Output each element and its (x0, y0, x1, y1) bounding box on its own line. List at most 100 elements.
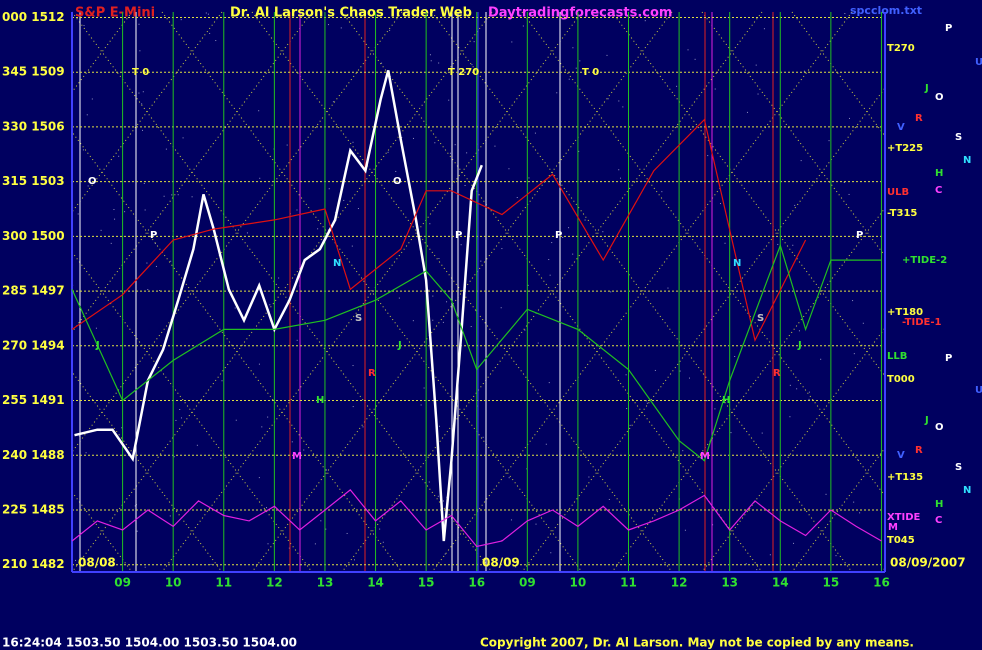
dot (401, 137, 403, 139)
level-label: T045 (887, 535, 915, 546)
dot (510, 519, 512, 521)
dot (746, 111, 748, 113)
dot (800, 160, 802, 162)
dot (182, 137, 184, 139)
planet-label: S (955, 132, 962, 143)
dot (511, 41, 513, 43)
dot (508, 477, 510, 479)
dot (259, 177, 261, 179)
date-label: 08/08 (78, 556, 116, 570)
dot (169, 515, 171, 517)
annotation: J (797, 340, 802, 351)
dot (500, 307, 502, 309)
x-tick-label: 12 (671, 576, 688, 590)
annotation: R (368, 368, 376, 379)
dot (95, 327, 97, 329)
y-tick-label: 225 1485 (2, 502, 65, 516)
annotation: R (773, 368, 781, 379)
dot (548, 259, 550, 261)
dot (78, 435, 80, 437)
dot (852, 300, 854, 302)
planet-label: N (963, 485, 971, 496)
diagonal (161, 11, 583, 573)
annotation: H (316, 395, 324, 406)
annotation: N (333, 258, 341, 269)
dot (568, 227, 570, 229)
y-tick-label: 315 1503 (2, 174, 65, 188)
dot (139, 50, 141, 52)
dot (442, 500, 444, 502)
annotation: T 270 (448, 67, 479, 78)
annotation: J (397, 340, 402, 351)
dot (207, 13, 209, 15)
dot (575, 67, 577, 69)
dot (138, 23, 140, 25)
x-tick-label: 16 (468, 576, 485, 590)
dot (684, 529, 686, 531)
y-tick-label: 300 1500 (2, 229, 65, 243)
dot (755, 64, 757, 66)
chart-subtitle: Dr. Al Larson's Chaos Trader Web (230, 6, 472, 21)
x-tick-label: 09 (114, 576, 131, 590)
dot (235, 419, 237, 421)
dot (438, 62, 440, 64)
level-label: +T135 (887, 472, 923, 483)
dot (644, 20, 646, 22)
dot (437, 495, 439, 497)
dot (95, 348, 97, 350)
dot (118, 155, 120, 157)
level-label: LLB (887, 351, 907, 362)
dot (429, 223, 431, 225)
quote-label: 16:24:04 1503.50 1504.00 1503.50 1504.00 (2, 636, 297, 650)
diagonal (341, 11, 763, 573)
dot (352, 141, 354, 143)
dot (859, 512, 861, 514)
dot (171, 194, 173, 196)
dot (604, 16, 606, 18)
dot (154, 243, 156, 245)
dot (146, 262, 148, 264)
planet-label: V (897, 450, 905, 461)
annotation: H (722, 395, 730, 406)
dot (77, 213, 79, 215)
dot (853, 353, 855, 355)
dot (464, 184, 466, 186)
diagonal (0, 11, 313, 429)
dot (588, 476, 590, 478)
dot (134, 505, 136, 507)
dot (246, 232, 248, 234)
dot (534, 132, 536, 134)
dot (387, 151, 389, 153)
dot (535, 523, 537, 525)
dot (85, 452, 87, 454)
dot (147, 289, 149, 291)
dot (121, 427, 123, 429)
planet-label: N (963, 155, 971, 166)
dot (654, 369, 656, 371)
x-tick-label: 10 (165, 576, 182, 590)
dot (473, 41, 475, 43)
dot (332, 101, 334, 103)
dot (221, 380, 223, 382)
dot (205, 12, 207, 14)
dot (144, 209, 146, 211)
copyright: Copyright 2007, Dr. Al Larson. May not b… (480, 636, 914, 650)
dot (789, 384, 791, 386)
diagonal (701, 11, 982, 387)
dot (449, 152, 451, 154)
dot (432, 295, 434, 297)
dot (537, 342, 539, 344)
dot (303, 449, 305, 451)
dot (835, 555, 837, 557)
clip-mask (0, 572, 982, 650)
y-tick-label: 000 1512 (2, 10, 65, 24)
dot (578, 150, 580, 152)
dot (210, 563, 212, 565)
dot (398, 297, 400, 299)
series-line (74, 70, 483, 542)
dot (266, 507, 268, 509)
planet-label: C (935, 515, 942, 526)
dot (173, 456, 175, 458)
dot (320, 520, 322, 522)
